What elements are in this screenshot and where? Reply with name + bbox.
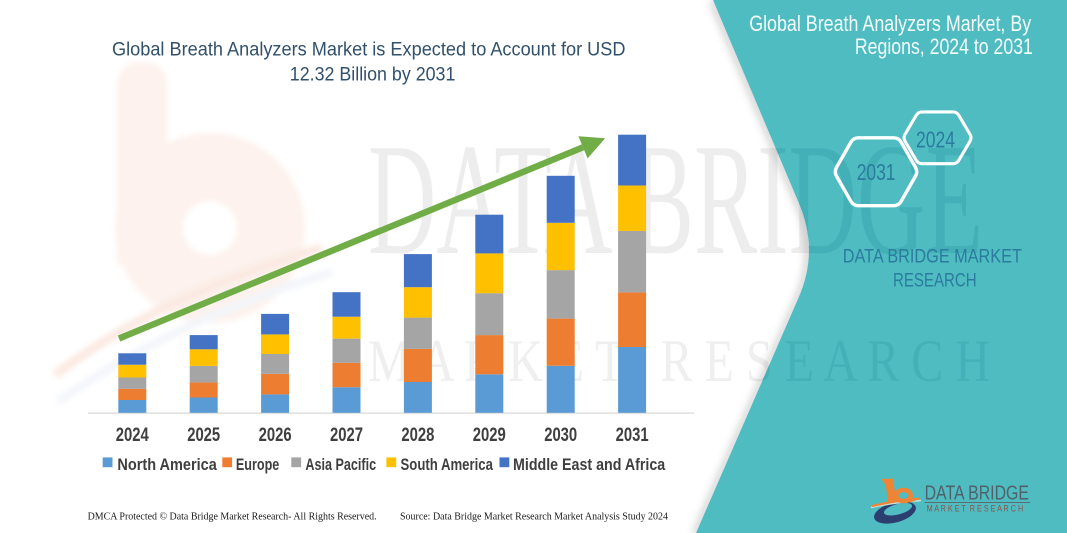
svg-text:RESEARCH: RESEARCH [893, 270, 977, 291]
svg-text:2031: 2031 [857, 159, 896, 185]
svg-text:Source: Data Bridge Market Res: Source: Data Bridge Market Research Mark… [400, 512, 669, 523]
svg-text:South America: South America [401, 456, 494, 474]
svg-text:2028: 2028 [401, 425, 434, 446]
svg-text:Regions, 2024 to 2031: Regions, 2024 to 2031 [855, 34, 1033, 59]
svg-text:2024: 2024 [916, 127, 955, 153]
svg-text:DATA BRIDGE: DATA BRIDGE [925, 482, 1029, 504]
svg-text:2026: 2026 [259, 425, 292, 446]
svg-text:North America: North America [117, 456, 217, 474]
svg-text:Asia Pacific: Asia Pacific [305, 456, 376, 474]
svg-text:2031: 2031 [616, 425, 649, 446]
svg-text:2027: 2027 [330, 425, 363, 446]
svg-text:2030: 2030 [544, 425, 577, 446]
svg-text:Global Breath Analyzers Market: Global Breath Analyzers Market, By [749, 11, 1031, 36]
svg-text:Global Breath Analyzers Market: Global Breath Analyzers Market is Expect… [112, 40, 626, 61]
svg-text:DMCA Protected © Data Bridge M: DMCA Protected © Data Bridge Market Rese… [88, 512, 377, 523]
svg-text:Europe: Europe [236, 456, 279, 474]
svg-text:Middle East and Africa: Middle East and Africa [513, 456, 666, 474]
svg-text:2024: 2024 [116, 425, 149, 446]
svg-text:12.32 Billion by 2031: 12.32 Billion by 2031 [290, 65, 456, 86]
svg-text:M A R K E T R E S E A R C H: M A R K E T R E S E A R C H [927, 504, 1024, 514]
svg-text:DATA BRIDGE MARKET: DATA BRIDGE MARKET [843, 247, 1022, 268]
svg-text:2029: 2029 [473, 425, 506, 446]
svg-text:2025: 2025 [187, 425, 220, 446]
